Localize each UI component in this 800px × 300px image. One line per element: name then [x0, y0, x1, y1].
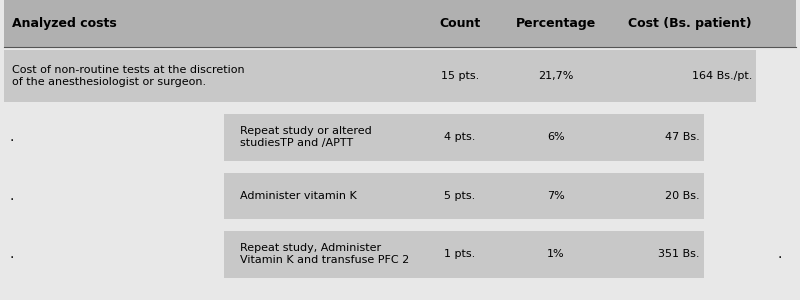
- Bar: [4, 0, 796, 46]
- Text: Administer vitamin K: Administer vitamin K: [240, 191, 357, 201]
- Text: Count: Count: [439, 17, 481, 30]
- Text: .: .: [778, 247, 782, 261]
- Bar: [224, 231, 704, 278]
- Text: .: .: [10, 189, 14, 203]
- Text: Repeat study or altered
studiesTP and /APTT: Repeat study or altered studiesTP and /A…: [240, 127, 372, 148]
- Text: 4 pts.: 4 pts.: [444, 132, 476, 142]
- Text: .: .: [10, 130, 14, 144]
- Text: 1 pts.: 1 pts.: [444, 249, 476, 259]
- Bar: [4, 50, 756, 102]
- Text: Repeat study, Administer
Vitamin K and transfuse PFC 2: Repeat study, Administer Vitamin K and t…: [240, 244, 410, 265]
- Text: Analyzed costs: Analyzed costs: [12, 17, 117, 30]
- Text: 6%: 6%: [547, 132, 565, 142]
- Text: Cost of non-routine tests at the discretion
of the anesthesiologist or surgeon.: Cost of non-routine tests at the discret…: [12, 65, 245, 87]
- Text: 5 pts.: 5 pts.: [444, 191, 476, 201]
- Text: 7%: 7%: [547, 191, 565, 201]
- Text: 15 pts.: 15 pts.: [441, 71, 479, 81]
- Text: 47 Bs.: 47 Bs.: [666, 132, 700, 142]
- Text: 21,7%: 21,7%: [538, 71, 574, 81]
- Text: Percentage: Percentage: [516, 17, 596, 30]
- Text: 164 Bs./pt.: 164 Bs./pt.: [692, 71, 752, 81]
- Text: 351 Bs.: 351 Bs.: [658, 249, 700, 259]
- Text: .: .: [10, 247, 14, 261]
- Text: Cost (Bs. patient): Cost (Bs. patient): [628, 17, 752, 30]
- Bar: [224, 172, 704, 219]
- Text: 20 Bs.: 20 Bs.: [666, 191, 700, 201]
- Text: 1%: 1%: [547, 249, 565, 259]
- Bar: [224, 114, 704, 160]
